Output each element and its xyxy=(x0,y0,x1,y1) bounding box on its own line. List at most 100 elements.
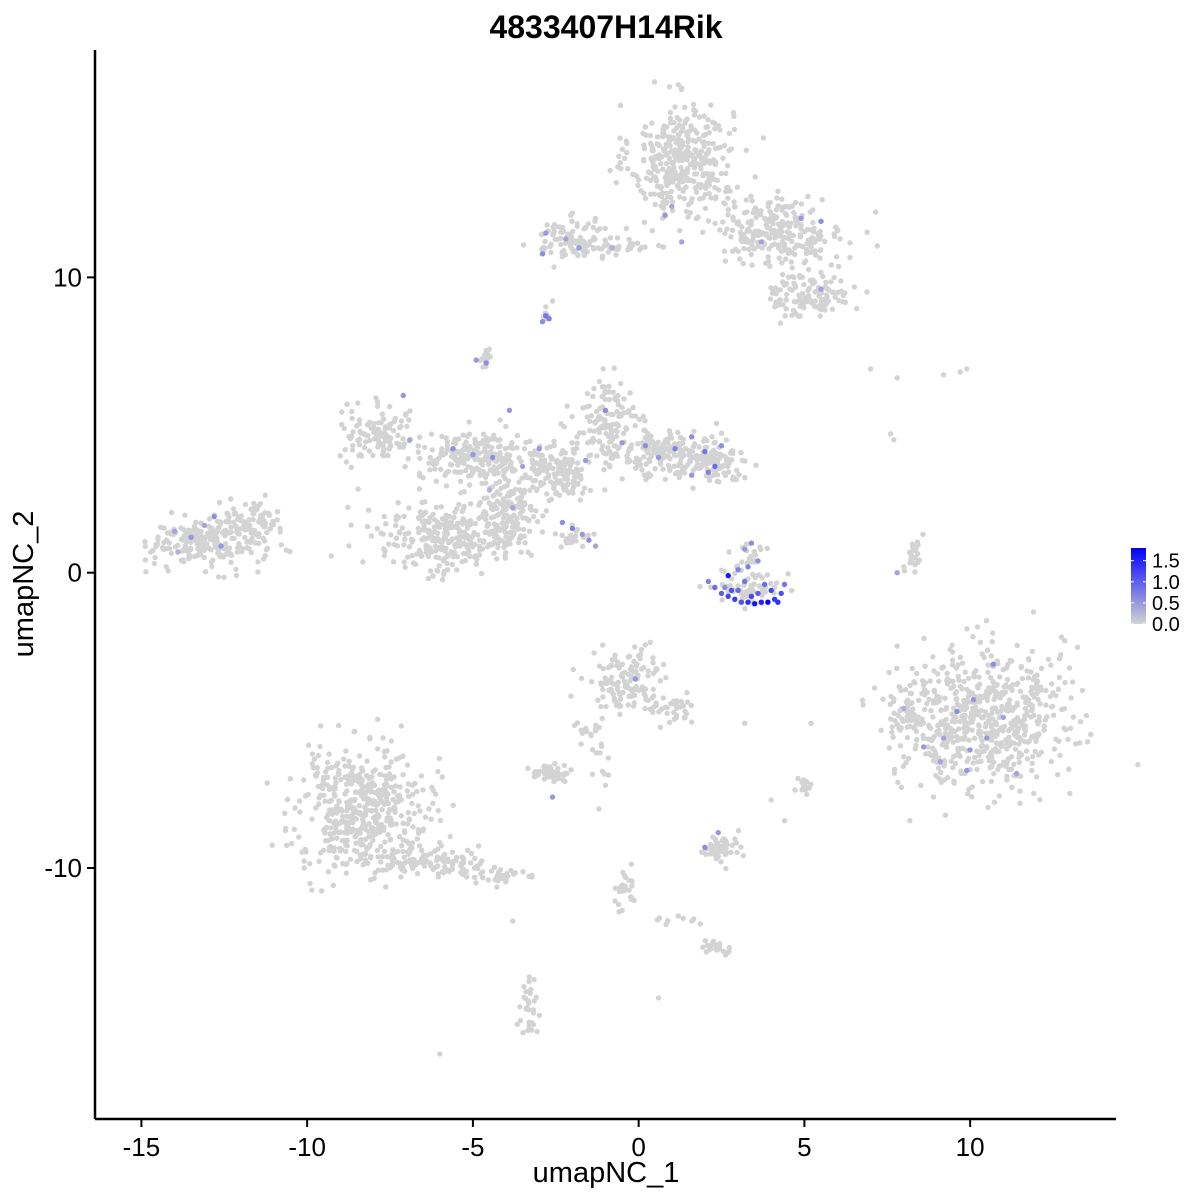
cell-point xyxy=(628,442,635,448)
expressing-cell-point xyxy=(745,599,751,605)
cell-point xyxy=(940,664,947,670)
cell-point xyxy=(438,546,444,553)
cell-point xyxy=(360,841,366,848)
cell-point xyxy=(977,729,983,735)
cell-point xyxy=(563,487,569,493)
cell-point xyxy=(420,475,426,481)
expressing-cell-point xyxy=(506,407,513,413)
cell-point xyxy=(469,533,476,540)
cell-point xyxy=(425,544,431,550)
cell-point xyxy=(478,570,485,577)
cell-point xyxy=(396,834,403,840)
cell-point xyxy=(517,504,523,511)
cell-point xyxy=(466,482,473,488)
cell-point xyxy=(442,472,448,479)
cell-point xyxy=(727,582,733,589)
chart-title: 4833407H14Rik xyxy=(489,9,722,45)
cell-point xyxy=(971,735,978,741)
cell-point xyxy=(360,816,366,823)
cell-point xyxy=(889,729,895,735)
cell-point xyxy=(678,698,684,705)
expressing-cell-point xyxy=(655,454,662,461)
cell-point xyxy=(434,545,440,551)
cell-point xyxy=(656,915,663,921)
cell-point xyxy=(323,824,329,831)
cell-point xyxy=(551,484,557,491)
cell-point xyxy=(405,858,411,865)
cell-point xyxy=(387,822,394,828)
cell-point xyxy=(233,572,240,579)
cell-point xyxy=(491,864,498,870)
cell-point xyxy=(653,666,659,672)
cell-point xyxy=(930,714,936,720)
cell-point xyxy=(619,476,625,482)
cell-point xyxy=(319,785,326,791)
cell-point xyxy=(523,989,529,995)
cell-point xyxy=(377,771,383,778)
cell-point xyxy=(711,440,717,446)
cell-point xyxy=(701,113,707,119)
cell-point xyxy=(990,716,996,722)
cell-point xyxy=(886,669,892,676)
cell-point xyxy=(610,412,616,418)
cell-point xyxy=(228,552,235,559)
cell-point xyxy=(557,224,563,230)
cell-point xyxy=(666,155,673,162)
cell-point xyxy=(445,468,452,475)
cell-point xyxy=(886,745,893,751)
cell-point xyxy=(725,469,732,475)
cell-point xyxy=(346,543,352,549)
cell-point xyxy=(457,478,464,484)
cell-point xyxy=(481,448,487,455)
cell-point xyxy=(309,816,315,822)
cell-point xyxy=(542,465,549,471)
cell-point xyxy=(317,743,323,750)
cell-point xyxy=(941,758,948,764)
cell-point xyxy=(388,816,394,823)
cell-point xyxy=(595,245,601,251)
cell-point xyxy=(320,780,327,787)
cell-point xyxy=(590,244,596,251)
cell-point xyxy=(525,998,531,1004)
cell-point xyxy=(706,190,712,197)
cell-point xyxy=(366,448,373,454)
cell-point xyxy=(514,515,520,521)
cell-point xyxy=(1043,702,1049,708)
cell-point xyxy=(269,521,275,527)
cell-point xyxy=(464,433,471,440)
cell-point xyxy=(372,767,378,773)
cell-point xyxy=(899,716,905,722)
cell-point xyxy=(783,306,789,312)
cell-point xyxy=(527,506,534,512)
cell-point xyxy=(928,708,934,714)
cell-point xyxy=(954,737,961,744)
cell-point xyxy=(715,145,721,151)
cell-point xyxy=(549,298,556,304)
cell-point xyxy=(1077,740,1083,746)
cell-point xyxy=(467,553,473,560)
cell-point xyxy=(589,439,596,445)
cell-point xyxy=(1029,767,1035,774)
cell-point xyxy=(480,468,486,475)
cell-point xyxy=(233,566,239,573)
cell-point xyxy=(206,531,212,537)
cell-point xyxy=(360,862,366,868)
cell-point xyxy=(616,153,622,159)
cell-point xyxy=(348,781,354,787)
cell-point xyxy=(626,236,632,243)
cell-point xyxy=(744,239,751,245)
cell-point xyxy=(645,673,651,679)
cell-point xyxy=(986,712,992,719)
expressing-cell-point xyxy=(539,319,546,325)
cell-point xyxy=(804,791,810,797)
cell-point xyxy=(998,708,1004,714)
expressing-cell-point xyxy=(563,236,569,242)
cell-point xyxy=(337,453,343,459)
cell-point xyxy=(436,755,443,762)
cell-point xyxy=(502,460,508,466)
cell-point xyxy=(688,123,694,129)
cell-point xyxy=(523,439,529,446)
cell-point xyxy=(1007,726,1013,732)
cell-point xyxy=(607,167,613,174)
cell-point xyxy=(663,141,670,147)
